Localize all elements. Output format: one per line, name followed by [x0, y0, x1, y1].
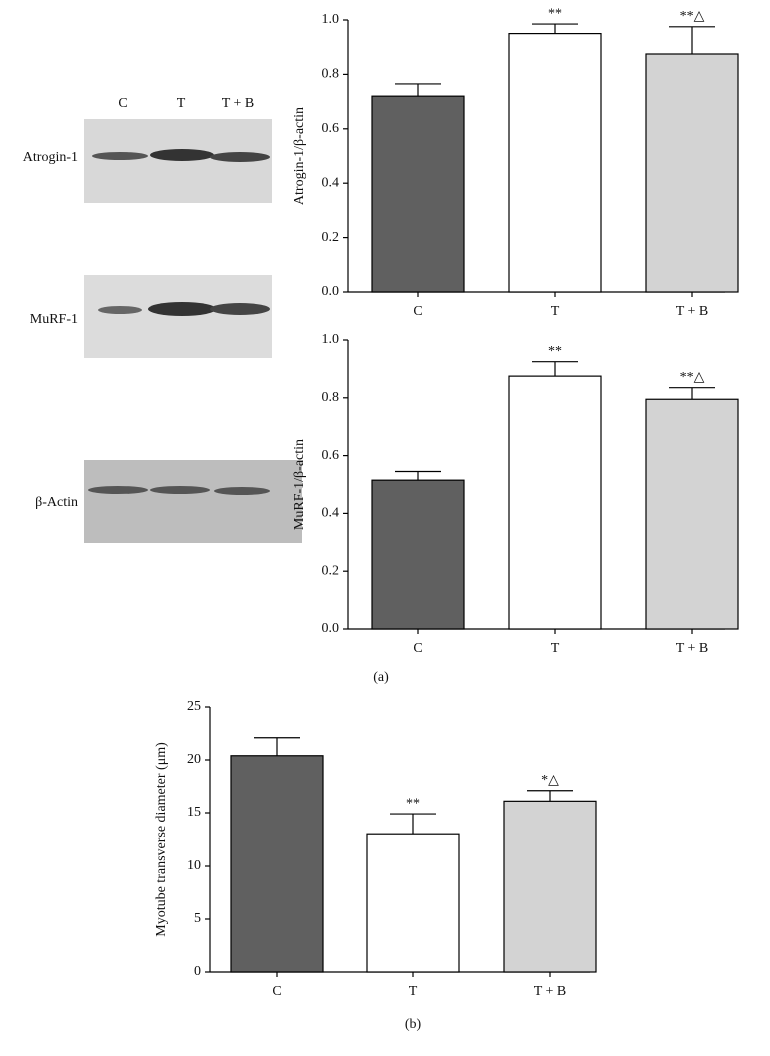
bar	[645, 398, 739, 630]
y-axis-label: Atrogin-1/β-actin	[292, 107, 307, 205]
y-tick-label: 0.0	[322, 621, 340, 636]
blot-band	[92, 152, 148, 160]
lane-label: T	[177, 96, 186, 111]
y-axis-label: MuRF-1/β-actin	[292, 439, 307, 530]
y-tick-label: 0.6	[322, 448, 340, 463]
bar	[366, 833, 460, 973]
x-tick-label: T + B	[534, 984, 567, 999]
bar	[371, 95, 465, 293]
y-tick-label: 5	[194, 911, 201, 926]
y-tick-label: 0.2	[322, 563, 340, 578]
y-tick-label: 0.6	[322, 121, 340, 136]
x-tick-label: C	[413, 641, 422, 656]
lane-label: C	[118, 96, 127, 111]
y-tick-label: 1.0	[322, 12, 340, 27]
y-tick-label: 1.0	[322, 332, 340, 347]
x-tick-label: T	[551, 304, 560, 319]
y-tick-label: 25	[187, 699, 201, 714]
y-tick-label: 0.2	[322, 230, 340, 245]
annotation: **△	[680, 370, 705, 385]
blot-band	[150, 486, 210, 494]
x-tick-label: T + B	[676, 641, 709, 656]
blot-band	[88, 486, 148, 494]
row-label: Atrogin-1	[23, 150, 78, 165]
bar	[230, 755, 324, 973]
bar	[503, 800, 597, 973]
y-tick-label: 0.8	[322, 390, 340, 405]
y-tick-label: 0.0	[322, 284, 340, 299]
blot: C T T + B Atrogin-1 MuRF-1 β-Actin	[23, 96, 302, 543]
bar	[508, 32, 602, 293]
blot-band	[210, 303, 270, 315]
annotation: **	[548, 6, 562, 21]
y-tick-label: 0.4	[322, 506, 340, 521]
panel-label: (b)	[405, 1017, 422, 1032]
y-tick-label: 0.8	[322, 67, 340, 82]
annotation: **	[406, 796, 420, 811]
x-tick-label: C	[272, 984, 281, 999]
x-tick-label: C	[413, 304, 422, 319]
y-tick-label: 10	[187, 858, 201, 873]
x-tick-label: T + B	[676, 304, 709, 319]
annotation: **	[548, 344, 562, 359]
annotation: *△	[541, 773, 559, 788]
blot-band	[214, 487, 270, 495]
bar	[508, 375, 602, 630]
blot-image	[84, 460, 302, 543]
blot-band	[210, 152, 270, 162]
blot-image	[84, 275, 272, 358]
y-axis-label: Myotube transverse diameter (μm)	[154, 742, 169, 937]
row-label: MuRF-1	[30, 312, 78, 327]
x-tick-label: T	[409, 984, 418, 999]
lane-label: T + B	[222, 96, 255, 111]
y-tick-label: 0	[194, 964, 201, 979]
panel-label: (a)	[373, 670, 389, 685]
row-label: β-Actin	[35, 495, 78, 510]
y-tick-label: 15	[187, 805, 201, 820]
bar	[645, 53, 739, 293]
annotation: **△	[680, 9, 705, 24]
blot-band	[150, 149, 214, 161]
bar	[371, 479, 465, 630]
y-tick-label: 0.4	[322, 175, 340, 190]
x-tick-label: T	[551, 641, 560, 656]
y-tick-label: 20	[187, 752, 201, 767]
blot-band	[98, 306, 142, 314]
blot-band	[148, 302, 216, 316]
